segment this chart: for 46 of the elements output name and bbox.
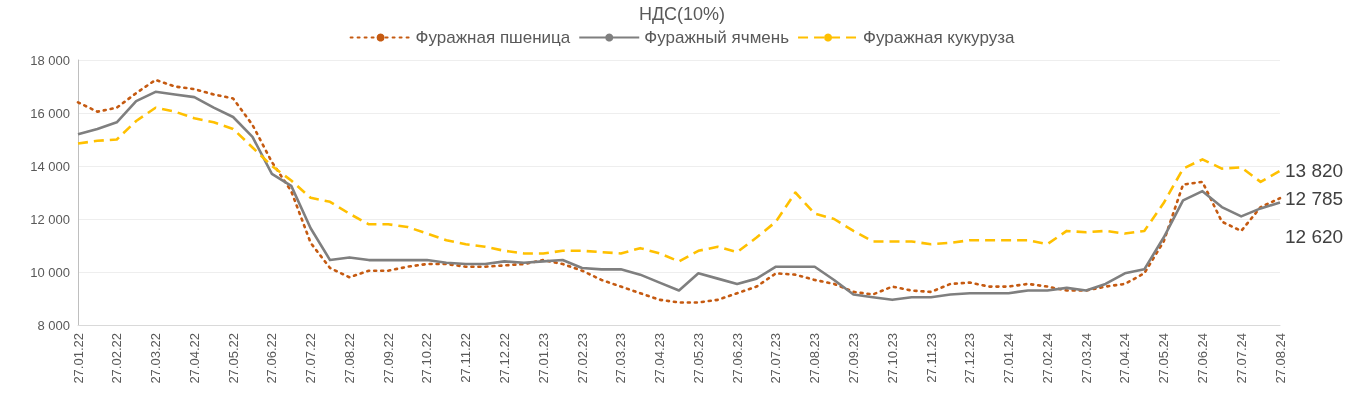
data-label: 12 620 (1285, 226, 1344, 248)
x-tick-label: 27.06.23 (729, 333, 745, 384)
x-tick-label: 27.01.24 (1001, 333, 1017, 384)
x-tick-label: 27.04.22 (186, 333, 202, 384)
x-tick-label: 27.08.22 (341, 333, 357, 384)
x-tick-label: 27.12.23 (962, 333, 978, 384)
data-label: 12 785 (1285, 187, 1344, 209)
chart-title: НДС(10%) (638, 4, 726, 24)
x-tick-label: 27.09.22 (380, 333, 396, 384)
x-tick-label: 27.10.23 (884, 333, 900, 384)
y-tick-label: 14 000 (30, 158, 70, 174)
x-tick-label: 27.02.24 (1039, 333, 1055, 384)
y-tick-label: 8 000 (37, 317, 70, 333)
x-tick-label: 27.04.23 (652, 333, 668, 384)
data-label: 13 820 (1285, 160, 1344, 182)
x-tick-label: 27.02.22 (109, 333, 125, 384)
x-tick-label: 27.03.24 (1078, 333, 1094, 384)
x-tick-label: 27.04.24 (1117, 333, 1133, 384)
x-tick-label: 27.02.23 (574, 333, 590, 384)
y-tick-label: 18 000 (30, 52, 70, 68)
x-tick-label: 27.11.22 (458, 333, 474, 383)
x-tick-label: 27.10.22 (419, 333, 435, 384)
x-tick-label: 27.08.24 (1272, 333, 1288, 384)
x-tick-label: 27.11.23 (923, 333, 939, 383)
x-tick-label: 27.05.24 (1156, 333, 1172, 384)
x-tick-label: 27.05.23 (690, 333, 706, 384)
x-tick-label: 27.01.22 (70, 333, 86, 384)
x-tick-label: 27.12.22 (497, 333, 513, 384)
x-tick-label: 27.09.23 (845, 333, 861, 384)
legend-label: Фуражный ячмень (644, 28, 790, 47)
x-tick-label: 27.08.23 (807, 333, 823, 384)
y-tick-label: 10 000 (30, 264, 70, 280)
x-tick-label: 27.07.24 (1233, 333, 1249, 384)
x-tick-label: 27.01.23 (535, 333, 551, 384)
x-tick-label: 27.06.22 (264, 333, 280, 384)
x-tick-label: 27.03.22 (148, 333, 164, 384)
x-tick-label: 27.07.23 (768, 333, 784, 384)
x-tick-label: 27.03.23 (613, 333, 629, 384)
y-tick-label: 16 000 (30, 105, 70, 121)
x-tick-label: 27.06.24 (1194, 333, 1210, 384)
legend-label: Фуражная пшеница (415, 28, 571, 47)
x-tick-label: 27.07.22 (303, 333, 319, 384)
legend-label: Фуражная кукуруза (863, 28, 1015, 47)
line-series (76, 106, 1282, 263)
y-tick-label: 12 000 (30, 211, 70, 227)
x-tick-label: 27.05.22 (225, 333, 241, 384)
